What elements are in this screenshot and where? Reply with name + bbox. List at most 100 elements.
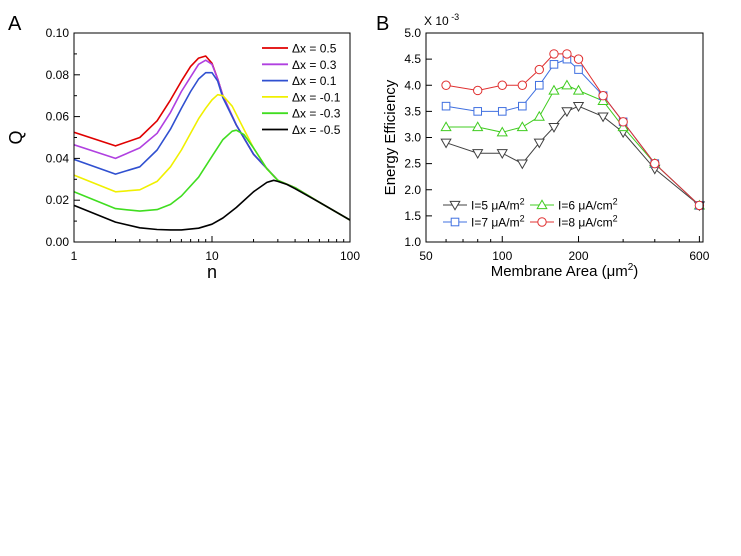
data-point-b: [561, 79, 573, 90]
x-tick-label-b: 50: [419, 249, 433, 263]
y-tick-label-a: 0.04: [46, 151, 70, 165]
legend-label-a-0: Δx = 0.5: [292, 42, 337, 56]
y-tick-label-a: 0.00: [46, 235, 70, 249]
panel-label-a: A: [8, 13, 22, 35]
data-point-b: [518, 101, 527, 111]
data-point-b: [572, 102, 585, 112]
data-point-b: [618, 117, 628, 127]
data-point-b: [440, 138, 452, 149]
y-tick-label-b: 3.5: [404, 104, 421, 118]
data-point-b: [473, 85, 483, 96]
y-tick-label-a: 0.02: [46, 193, 70, 207]
x-tick-label-b: 600: [689, 249, 709, 263]
x-tick-label-b: 100: [492, 249, 512, 263]
series-b-2: [441, 54, 704, 210]
data-point-b: [694, 200, 705, 211]
legend-unit-b: μA/m: [491, 216, 519, 230]
data-point-b: [533, 110, 545, 121]
y-tick-label-b: 3.0: [404, 131, 421, 145]
legend-marker-b-0: [449, 200, 461, 211]
data-point-b: [440, 121, 452, 132]
x-tick-label-a: 10: [205, 249, 219, 263]
data-point-b: [548, 122, 560, 133]
legend-sup-b: 2: [520, 214, 525, 224]
legend-marker-b-1: [536, 199, 548, 210]
series-lines-a: [74, 55, 350, 231]
data-point-b: [534, 80, 544, 90]
data-point-b: [473, 107, 483, 116]
data-point-b: [549, 49, 559, 59]
data-point-b: [549, 60, 559, 69]
data-point-b: [598, 91, 608, 101]
legend-b: I=5 μA/m2 I=6 μA/cm2 I=7 μA/m2 I=8 μA/cm2: [443, 197, 618, 230]
data-point-b: [497, 80, 507, 90]
legend-marker-b-2: [450, 217, 460, 227]
y-multiplier-exponent: -3: [449, 12, 460, 22]
x-tick-label-a: 100: [340, 249, 360, 263]
y-tick-label-a: 0.06: [46, 110, 70, 124]
data-point-b: [597, 112, 609, 123]
legend-label-b-3: I=8 μA/cm2: [558, 214, 618, 230]
data-point-b: [496, 126, 508, 137]
legend-label-b-2: I=7 μA/m2: [471, 214, 525, 230]
legend-label-a-4: Δx = -0.3: [292, 107, 341, 121]
x-tick-label-b: 200: [569, 249, 589, 263]
data-point-b: [497, 107, 507, 116]
legend-sup-b: 2: [520, 197, 525, 207]
data-point-b: [572, 84, 585, 95]
data-point-b: [517, 80, 528, 90]
legend-label-b-0: I=5 μA/m2: [471, 197, 525, 213]
legend-label-a-5: Δx = -0.5: [292, 123, 341, 137]
y-multiplier: X 10 -3: [424, 12, 459, 28]
x-tick-label-a: 1: [71, 249, 78, 263]
y-tick-label-b: 4.0: [404, 78, 421, 92]
data-point-b: [516, 121, 528, 132]
y-tick-label-b: 1.5: [404, 209, 421, 223]
x-axis-title-sup: 2: [628, 262, 634, 273]
data-point-b: [472, 121, 484, 132]
data-point-b: [472, 149, 484, 159]
legend-marker-b-3: [537, 217, 547, 227]
data-point-b: [561, 107, 573, 118]
series-line-b-2: [446, 58, 700, 206]
panel-b: B X 10 -3 50 100 200 600 1.0 1.5 2.0 2.5 3.0 3.5 4.0…: [376, 12, 710, 280]
y-axis-title-b: Energy Efficiency: [382, 79, 399, 195]
data-point-b: [562, 49, 572, 59]
series-line-b-3: [446, 53, 700, 206]
data-point-b: [441, 101, 451, 111]
x-axis-title-b: Membrane Area (μm2): [491, 262, 639, 280]
data-point-b: [573, 54, 584, 64]
legend-label-a-2: Δx = 0.1: [292, 74, 337, 88]
series-b-1: [440, 79, 706, 210]
data-point-b: [441, 80, 451, 90]
legend-unit-b: μA/m: [491, 199, 519, 213]
legend-unit-b: μA/cm: [578, 216, 612, 230]
x-axis-title-a: n: [207, 262, 217, 282]
y-tick-label-a: 0.08: [46, 68, 70, 82]
legend-sup-b: 2: [613, 197, 618, 207]
x-axis-title-close: ): [633, 263, 638, 280]
y-axis-title-a: Q: [6, 130, 26, 144]
y-tick-label-a: 0.10: [46, 26, 70, 40]
series-b-3: [441, 49, 705, 211]
panel-a: A 1 10 100 0.00 0.02 0.04 0.06 0.08 0.10 n Q Δx = 0.…: [6, 13, 360, 282]
y-tick-label-b: 1.0: [404, 235, 421, 249]
series-line-b-0: [445, 105, 700, 206]
legend-a: Δx = 0.5 Δx = 0.3 Δx = 0.1 Δx = -0.1 Δx = -0…: [262, 42, 341, 137]
legend-label-b-1: I=6 μA/cm2: [558, 197, 618, 213]
legend-label-a-3: Δx = -0.1: [292, 90, 341, 104]
legend-sup-b: 2: [613, 214, 618, 224]
data-point-b: [548, 84, 560, 95]
series-line-a-4: [74, 129, 350, 221]
data-point-b: [496, 149, 508, 159]
y-tick-label-b: 5.0: [404, 26, 421, 40]
data-point-b: [650, 158, 660, 169]
y-tick-label-b: 2.0: [404, 183, 421, 197]
x-axis-title-unit: μm: [607, 263, 628, 280]
y-tick-label-b: 4.5: [404, 52, 421, 66]
legend-unit-b: μA/cm: [578, 199, 612, 213]
legend-label-a-1: Δx = 0.3: [292, 58, 337, 72]
data-point-b: [574, 65, 583, 74]
y-tick-label-b: 2.5: [404, 157, 421, 171]
